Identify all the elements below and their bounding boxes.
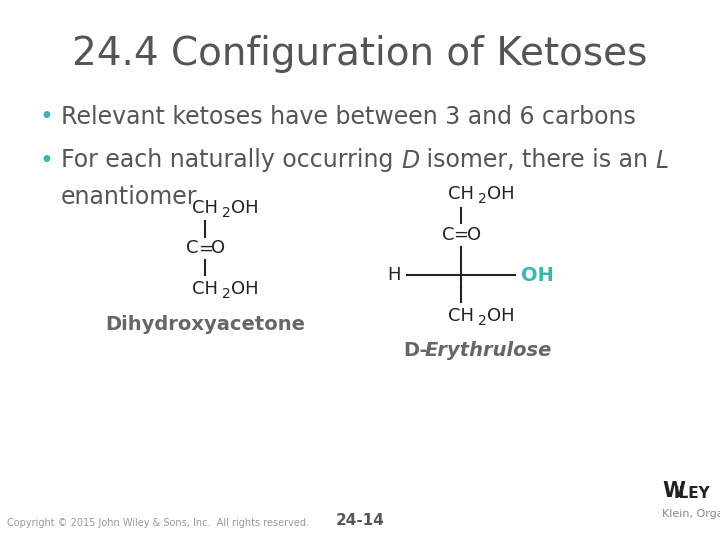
Text: 24.4 Configuration of Ketoses: 24.4 Configuration of Ketoses	[72, 35, 648, 73]
Text: OH: OH	[487, 185, 514, 204]
Text: Klein, Organic Chemistry 2e: Klein, Organic Chemistry 2e	[662, 509, 720, 519]
Text: isomer, there is an: isomer, there is an	[419, 148, 656, 172]
Text: Copyright © 2015 John Wiley & Sons, Inc.  All rights reserved.: Copyright © 2015 John Wiley & Sons, Inc.…	[7, 518, 309, 528]
Text: Relevant ketoses have between 3 and 6 carbons: Relevant ketoses have between 3 and 6 ca…	[61, 105, 636, 129]
Text: CH: CH	[192, 199, 218, 217]
Text: 24-14: 24-14	[336, 513, 384, 528]
Text: 2: 2	[478, 314, 487, 328]
Text: Dihydroxyacetone: Dihydroxyacetone	[105, 314, 305, 334]
Text: OH: OH	[231, 280, 258, 298]
Text: ILEY: ILEY	[673, 486, 710, 501]
Text: H: H	[387, 266, 400, 285]
Text: 2: 2	[222, 287, 231, 301]
Text: 2: 2	[222, 206, 231, 220]
Text: OH: OH	[487, 307, 514, 325]
Text: 2: 2	[478, 192, 487, 206]
Text: CH: CH	[448, 185, 474, 204]
Text: •: •	[40, 105, 53, 129]
Text: C: C	[441, 226, 454, 244]
Text: D: D	[401, 148, 419, 172]
Text: CH: CH	[448, 307, 474, 325]
Text: =: =	[454, 226, 468, 244]
Text: CH: CH	[192, 280, 218, 298]
Text: Erythrulose: Erythrulose	[425, 341, 552, 361]
Text: OH: OH	[521, 266, 554, 285]
Text: OH: OH	[231, 199, 258, 217]
Text: W: W	[662, 481, 685, 501]
Text: C: C	[186, 239, 199, 258]
Text: O: O	[467, 226, 481, 244]
Text: =: =	[198, 239, 212, 258]
Text: D-: D-	[403, 341, 428, 361]
Text: For each naturally occurring: For each naturally occurring	[61, 148, 401, 172]
Text: enantiomer: enantiomer	[61, 185, 198, 209]
Text: •: •	[40, 148, 53, 172]
Text: L: L	[656, 148, 669, 172]
Text: O: O	[211, 239, 225, 258]
